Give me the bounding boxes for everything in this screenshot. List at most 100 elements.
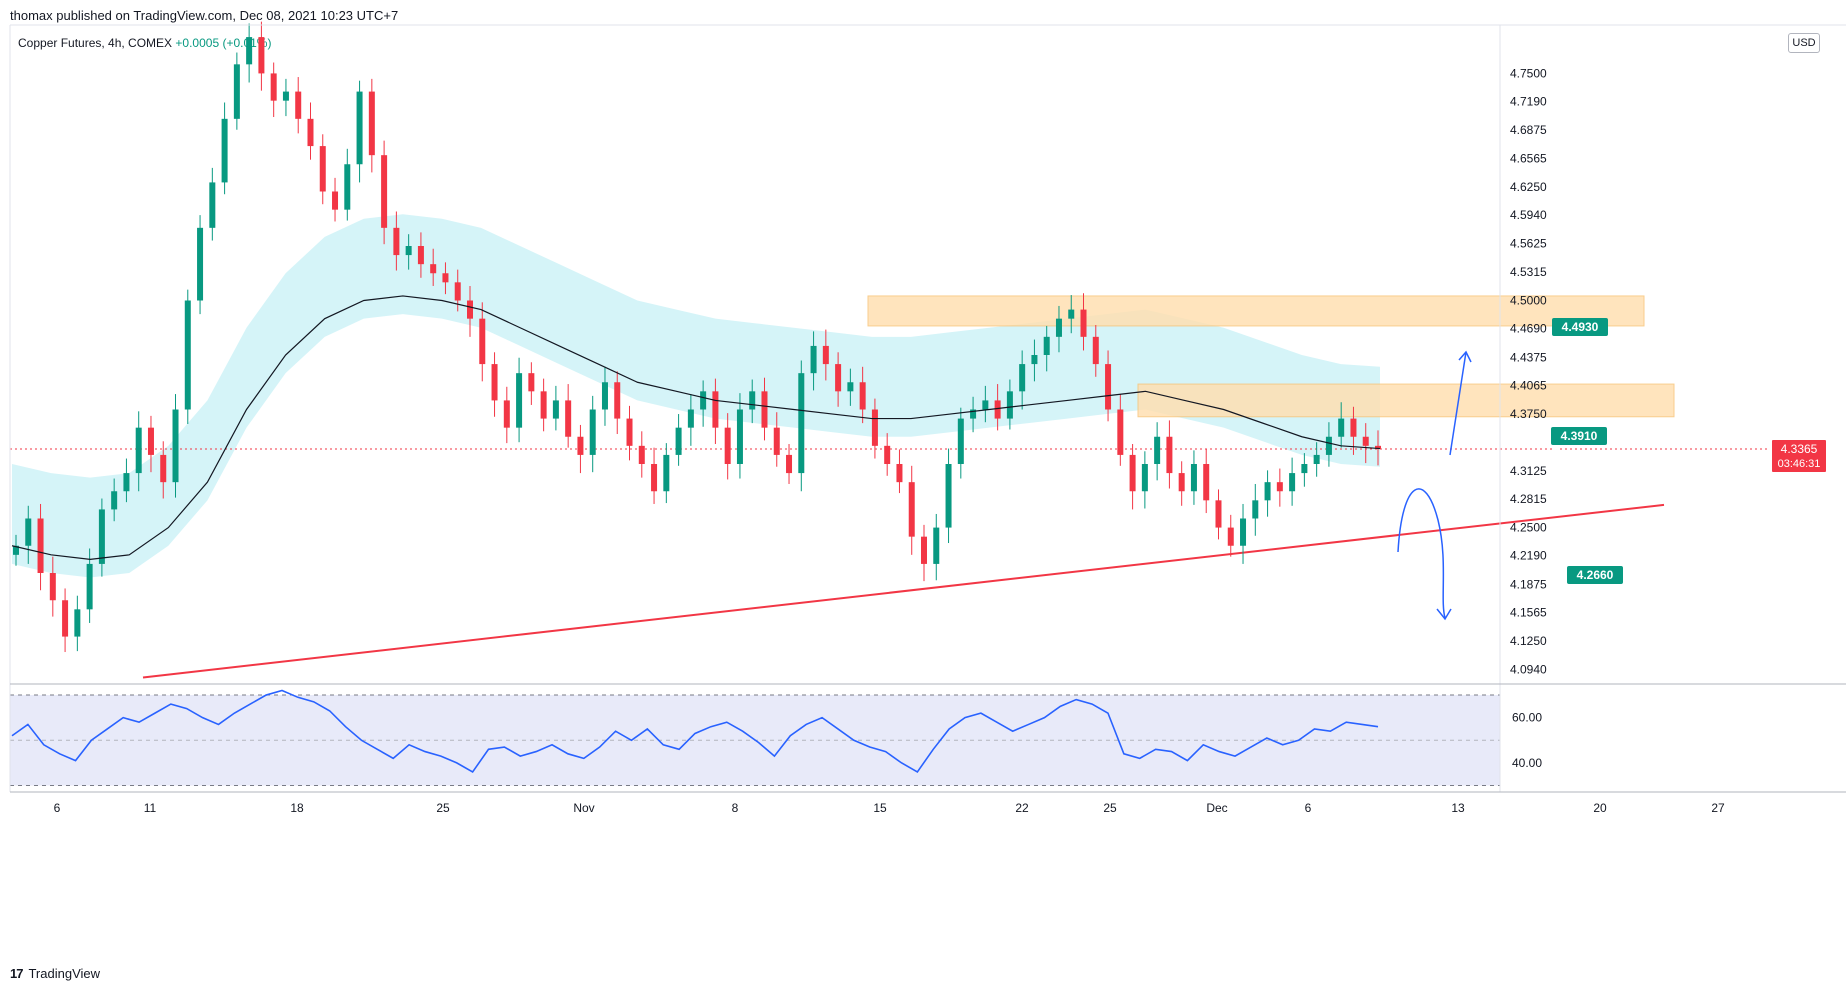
- candle-body: [233, 64, 240, 119]
- x-tick-label: Nov: [573, 801, 594, 815]
- candle-body: [896, 464, 903, 483]
- resistance-lower-zone: [1137, 383, 1675, 418]
- x-tick-label: 27: [1711, 801, 1725, 815]
- candle-body: [221, 118, 228, 183]
- candle-body: [614, 382, 621, 419]
- candle-body: [197, 227, 204, 301]
- candle-body: [147, 427, 154, 455]
- candle-body: [1190, 464, 1197, 492]
- candle-body: [209, 182, 216, 228]
- candle-body: [160, 454, 167, 483]
- x-tick-label: 13: [1451, 801, 1465, 815]
- candle-body: [773, 427, 780, 455]
- candle-body: [1276, 482, 1283, 492]
- price-chart[interactable]: 4.4930 4.3910 4.2660 4.7500 4.7190 4.6875 4.6…: [0, 0, 1846, 960]
- candle-body: [479, 318, 486, 365]
- candle-body: [761, 391, 768, 428]
- candle-body: [1350, 418, 1357, 437]
- y-tick-label: 4.1875: [1510, 577, 1547, 591]
- down-arrow-line: [1397, 488, 1446, 619]
- candle-body: [184, 300, 191, 410]
- candle-body: [1019, 364, 1026, 392]
- candle-body: [957, 418, 964, 464]
- axes: 4.7500 4.7190 4.6875 4.6565 4.6250 4.5940 4.56…: [9, 24, 1846, 815]
- candle-body: [982, 400, 989, 410]
- candle-body: [246, 37, 253, 65]
- y-tick-label: 4.2815: [1510, 492, 1547, 506]
- y-tick-label: 4.5000: [1510, 294, 1547, 308]
- candle-body: [884, 445, 891, 464]
- candle-body: [454, 282, 461, 301]
- candle-body: [1105, 364, 1112, 410]
- candle-body: [344, 164, 351, 210]
- y-tick-label: 4.2500: [1510, 521, 1547, 535]
- rsi-tick-label: 40.00: [1512, 756, 1542, 770]
- candle-body: [86, 563, 93, 610]
- candle-body: [1129, 454, 1136, 492]
- candle-body: [1325, 436, 1332, 455]
- y-tick-label: 4.6250: [1510, 180, 1547, 194]
- candle-body: [945, 464, 952, 528]
- y-tick-label: 4.4375: [1510, 350, 1547, 364]
- x-tick-label: 25: [1103, 801, 1117, 815]
- y-tick-label: 4.4065: [1510, 378, 1547, 392]
- candle-body: [1203, 464, 1210, 501]
- x-tick-label: 8: [732, 801, 739, 815]
- candle-body: [491, 364, 498, 401]
- candle-body: [135, 427, 142, 474]
- candle-body: [1043, 336, 1050, 355]
- candle-body: [1227, 527, 1234, 546]
- candle-body: [62, 600, 69, 637]
- tag-leader: [1552, 583, 1578, 601]
- rsi-tick-label: 60.00: [1512, 711, 1542, 725]
- candle-body: [626, 418, 633, 446]
- y-tick-label: 4.5940: [1510, 208, 1547, 222]
- candle-body: [74, 609, 81, 637]
- candle-body: [1264, 482, 1271, 501]
- candle-body: [798, 373, 805, 474]
- currency-badge[interactable]: USD: [1788, 33, 1820, 53]
- price-tag-label: 4.3910: [1561, 429, 1598, 443]
- footer-brand[interactable]: 17 TradingView: [10, 966, 100, 981]
- candle-body: [1338, 418, 1345, 437]
- y-tick-label: 4.4690: [1510, 322, 1547, 336]
- x-tick-label: 11: [144, 801, 157, 815]
- candle-body: [736, 409, 743, 464]
- price-tag-box: [1552, 318, 1608, 336]
- candle-body: [589, 409, 596, 455]
- tradingview-logo-icon: 17: [10, 966, 24, 981]
- x-tick-label: 25: [436, 801, 450, 815]
- candle-body: [1252, 500, 1259, 519]
- y-tick-label: 4.2190: [1510, 549, 1547, 563]
- candle-body: [1092, 336, 1099, 365]
- price-tag-label: 4.4930: [1562, 320, 1599, 334]
- candle-body: [98, 509, 105, 564]
- candle-body: [319, 146, 326, 192]
- candle-body: [37, 518, 44, 573]
- candle-body: [970, 409, 977, 419]
- candle-body: [516, 373, 523, 428]
- candle-body: [528, 373, 535, 392]
- candle-body: [258, 37, 265, 74]
- brand-name: TradingView: [28, 966, 101, 981]
- candle-body: [1068, 309, 1075, 319]
- candle-body: [393, 227, 400, 256]
- candle-body: [577, 436, 584, 455]
- candle-body: [368, 91, 375, 156]
- candle-body: [1362, 436, 1369, 446]
- candle-body: [1006, 391, 1013, 419]
- candle-body: [847, 382, 854, 392]
- y-tick-label: 4.3125: [1510, 464, 1547, 478]
- price-tag-label: 4.2660: [1577, 568, 1614, 582]
- candle-body: [295, 91, 302, 119]
- candle-body: [871, 409, 878, 446]
- rsi-line: [11, 689, 1379, 773]
- candle-body: [1313, 454, 1320, 464]
- last-price-badge: [1772, 440, 1826, 473]
- candle-body: [859, 382, 866, 410]
- bar-countdown: 03:46:31: [1778, 458, 1821, 470]
- up-arrow-line: [1449, 351, 1467, 456]
- tag-leader: [1537, 335, 1563, 353]
- moving-average-line: [11, 295, 1381, 560]
- candle-body: [1375, 445, 1381, 450]
